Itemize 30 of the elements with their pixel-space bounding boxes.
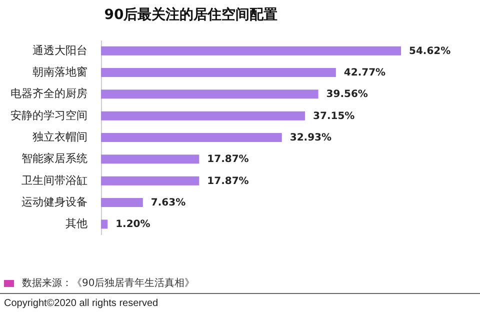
y-tick-label: 朝南落地窗 [32, 66, 88, 78]
data-label: 17.87% [207, 176, 249, 187]
bar [101, 198, 143, 207]
data-label: 42.77% [344, 68, 386, 78]
bar [101, 90, 318, 99]
y-tick-label: 电器齐全的厨房 [10, 87, 88, 100]
bar [101, 154, 200, 164]
data-label: 54.62% [409, 46, 451, 57]
y-tick-label: 卫生间带浴缸 [22, 174, 88, 187]
chart-title: 90后最关注的居住空间配置 [104, 6, 278, 23]
data-label: 1.20% [116, 219, 150, 230]
bar [101, 133, 282, 142]
y-tick-label: 独立衣帽间 [32, 130, 88, 144]
data-label: 37.15% [313, 110, 355, 122]
y-tick-label: 其他 [66, 217, 88, 230]
y-tick-label: 智能家居系统 [22, 152, 88, 166]
data-label: 32.93% [290, 132, 332, 144]
bar [101, 46, 401, 56]
data-label: 39.56% [326, 89, 368, 100]
y-tick-label: 安静的学习空间 [10, 108, 88, 122]
bar [101, 220, 108, 229]
bar [101, 68, 336, 77]
y-tick-label: 运动健身设备 [22, 196, 88, 208]
y-tick-label: 通透大阳台 [32, 44, 88, 57]
text: Copyright©2020 all rights reserved [4, 298, 158, 309]
source-note: 数据来源：《90后独居青年生活真相》 [22, 276, 195, 290]
bar [101, 111, 306, 120]
data-label: 17.87% [207, 154, 249, 166]
data-label: 7.63% [150, 198, 186, 208]
bar [101, 176, 200, 186]
